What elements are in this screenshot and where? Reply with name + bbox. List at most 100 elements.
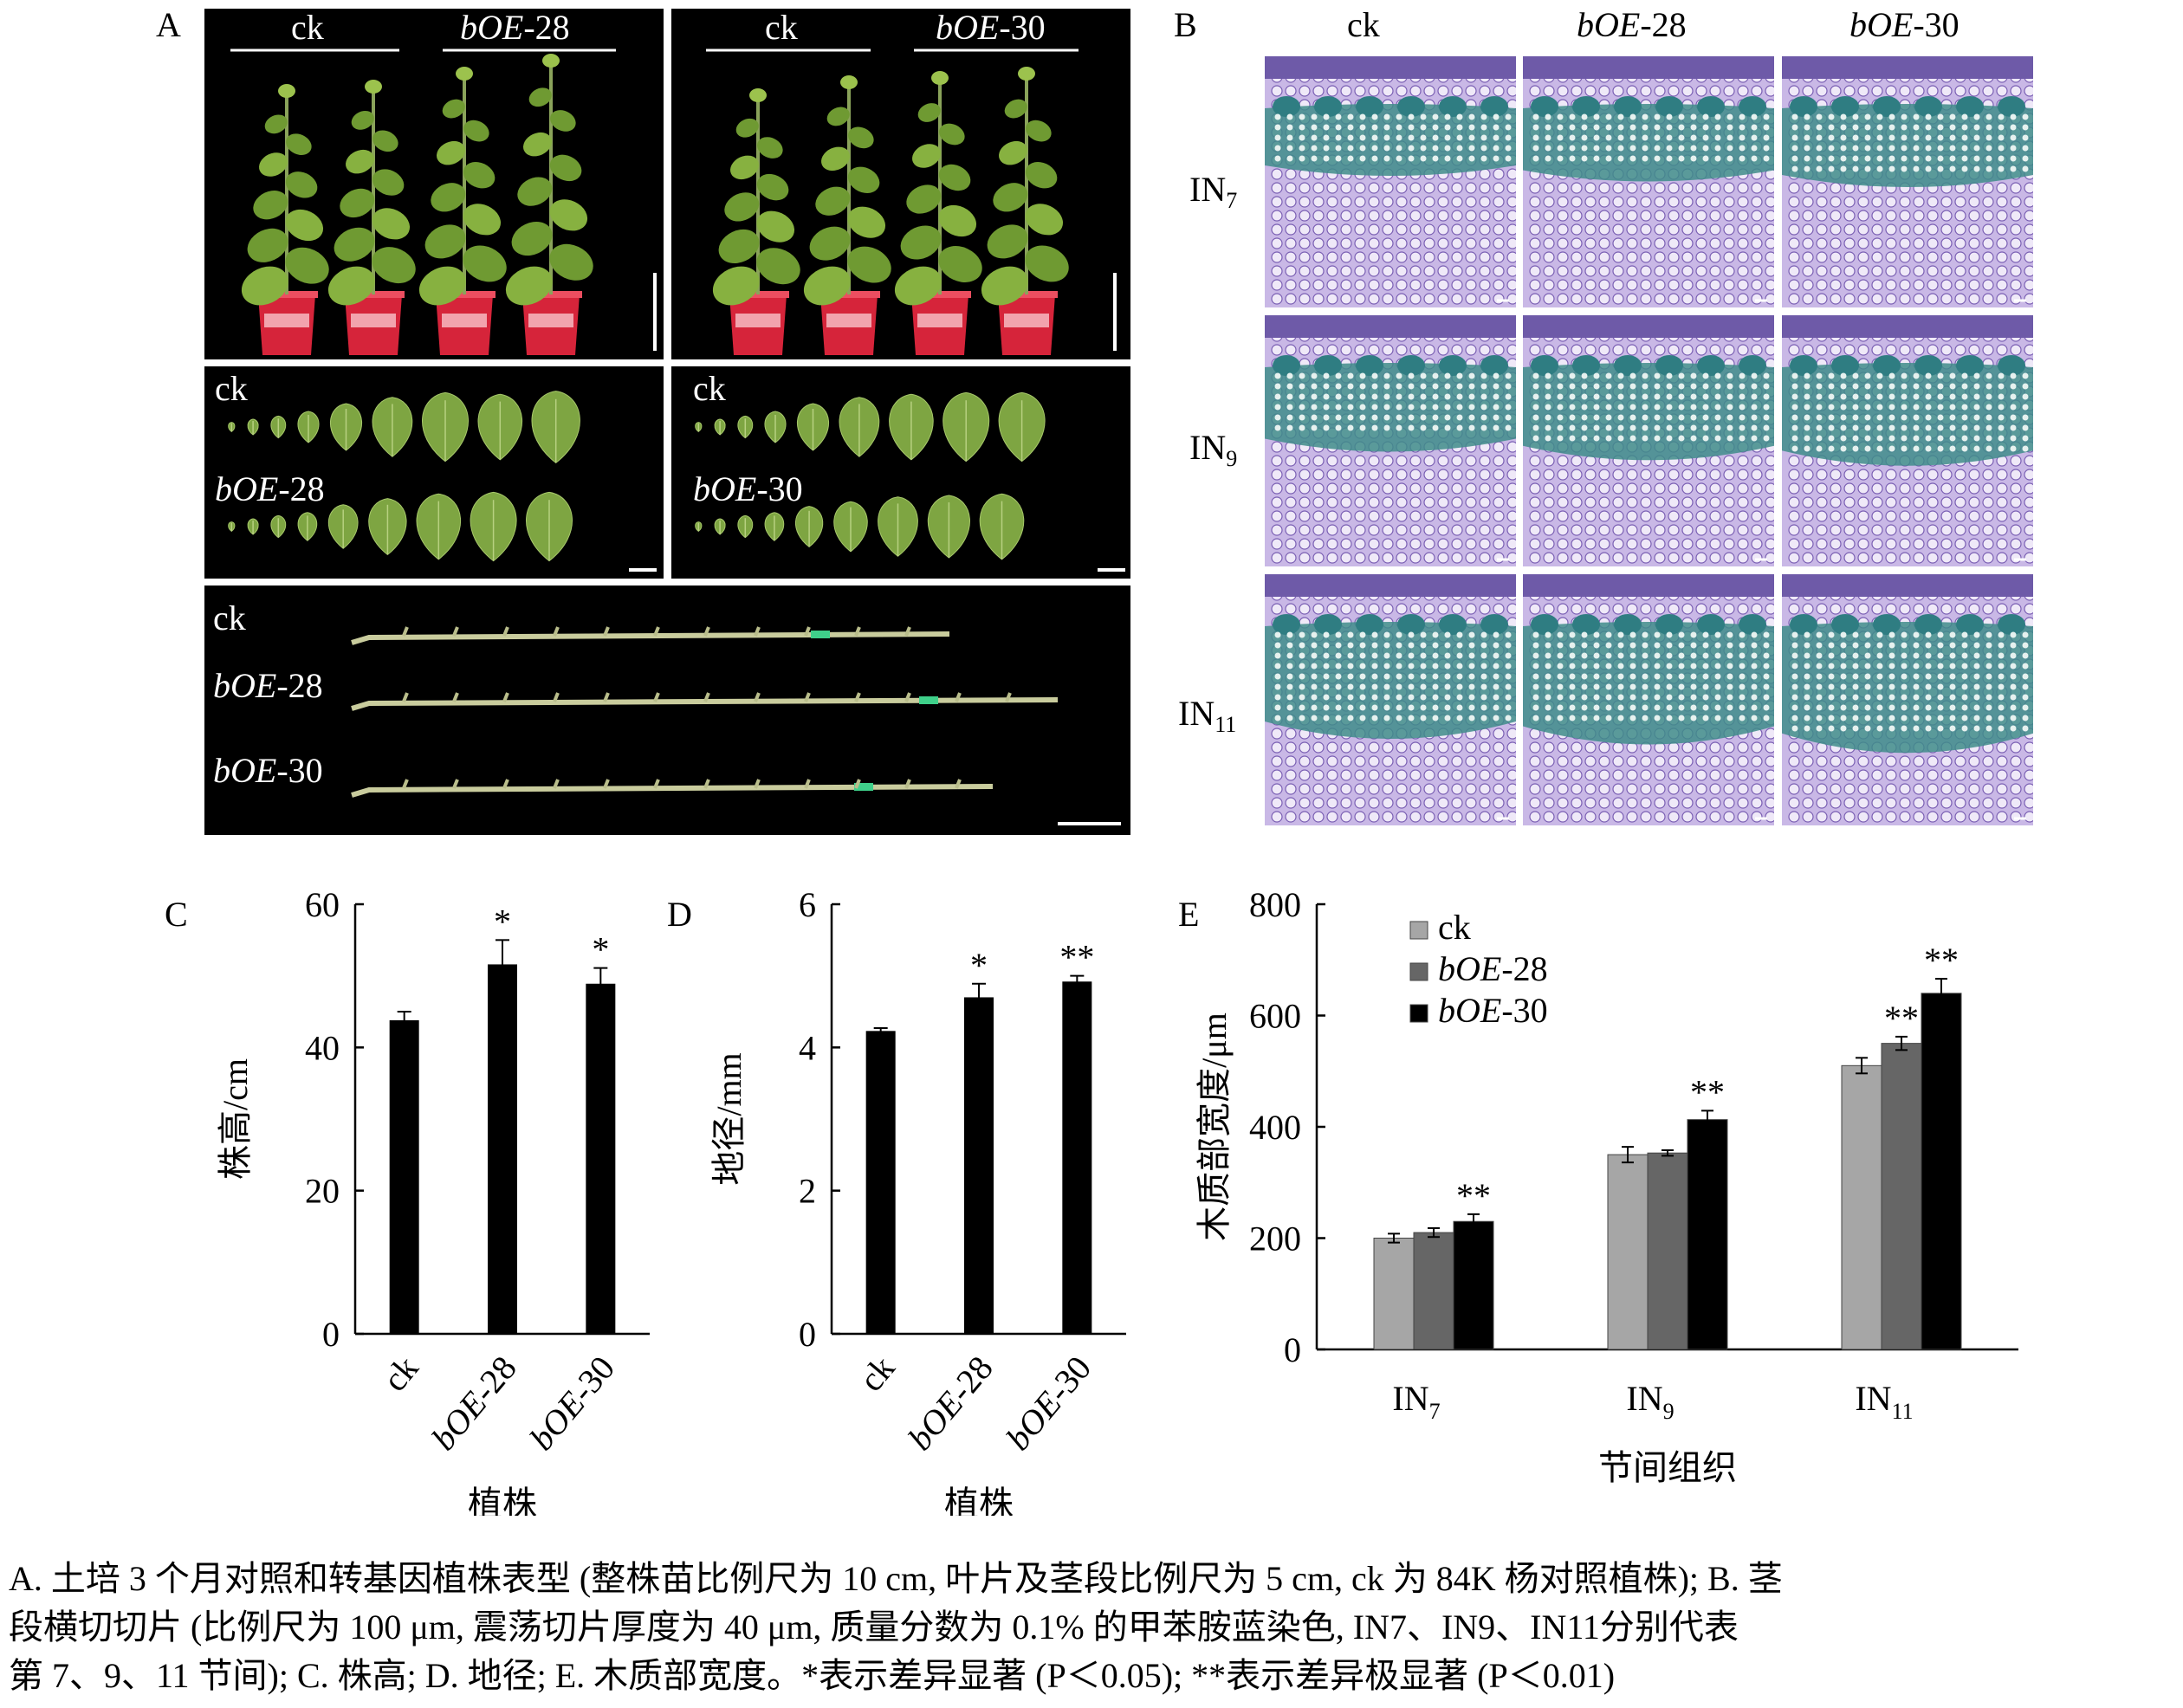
panel-label-a: A xyxy=(156,5,181,44)
y-tick-label: 40 xyxy=(305,1028,340,1067)
bar xyxy=(865,1031,896,1334)
chart-e: 0200400600800**IN7**IN9****IN11节间组织木质部宽度… xyxy=(1195,892,2018,1487)
histology-section-image xyxy=(1523,56,1774,307)
bar xyxy=(389,1019,419,1334)
x-tick-label: ck xyxy=(852,1349,903,1399)
significance-label: ** xyxy=(1690,1072,1725,1111)
x-tick-label: IN9 xyxy=(1626,1379,1674,1424)
x-tick-label: ck xyxy=(375,1349,426,1399)
bar xyxy=(1841,1064,1882,1350)
stem-segments-illustration xyxy=(351,626,1121,825)
histology-section-image xyxy=(1265,574,1516,825)
bar xyxy=(1607,1154,1649,1350)
x-tick-label: IN11 xyxy=(1855,1379,1913,1424)
plant-photo-left: ck bOE-28 xyxy=(204,9,664,359)
potted-plants-illustration xyxy=(230,49,657,355)
y-tick-label: 2 xyxy=(799,1172,816,1211)
y-tick-label: 800 xyxy=(1249,892,1301,924)
y-tick-label: 60 xyxy=(305,892,340,924)
leaf-label-ck: ck xyxy=(693,369,726,408)
histology-section-image xyxy=(1265,315,1516,566)
chart-c: 0 20 40 60 ck * bOE-28 * bOE-30 植株 株高/cm xyxy=(216,892,650,1516)
leaf-series-illustration xyxy=(695,391,1125,572)
histology-section-image xyxy=(1782,315,2033,566)
stem-cross-section-illustration xyxy=(1523,574,1774,825)
histology-row-3: IN11 xyxy=(1178,694,1237,737)
stem-cross-section-illustration xyxy=(1265,315,1516,566)
panel-label-c: C xyxy=(165,895,188,934)
x-axis-label: 植株 xyxy=(468,1485,537,1516)
leaf-photo-right: ck bOE-30 xyxy=(671,366,1130,579)
x-tick-label: bOE-28 xyxy=(900,1349,1001,1458)
bar xyxy=(488,964,517,1334)
y-axis-label: 株高/cm xyxy=(216,1058,255,1180)
stem-cross-section-illustration xyxy=(1782,56,2033,307)
y-tick-label: 400 xyxy=(1249,1108,1301,1147)
histology-section-image xyxy=(1523,315,1774,566)
legend-label: bOE-30 xyxy=(1438,991,1548,1030)
leaf-label-boe: bOE-28 xyxy=(215,469,325,508)
histology-section-image xyxy=(1782,56,2033,307)
legend-swatch xyxy=(1409,962,1428,981)
caption-line-3: 第 7、9、11 节间); C. 株高; D. 地径; E. 木质部宽度。*表示… xyxy=(9,1656,1616,1695)
leaf-label-boe: bOE-30 xyxy=(693,469,803,508)
plant-label-ck: ck xyxy=(765,9,798,47)
legend-swatch xyxy=(1409,1004,1428,1023)
plant-label-ck: ck xyxy=(291,9,324,47)
panel-label-d: D xyxy=(667,895,692,934)
plant-label-boe: bOE-30 xyxy=(936,9,1046,47)
bar xyxy=(964,997,994,1334)
panel-label-b: B xyxy=(1174,5,1197,44)
y-tick-label: 0 xyxy=(322,1315,340,1354)
significance-label: ** xyxy=(1924,941,1959,980)
significance-label: ** xyxy=(1456,1176,1491,1215)
panel-label-e: E xyxy=(1178,895,1200,934)
bar xyxy=(1881,1043,1922,1350)
histology-section-image xyxy=(1782,574,2033,825)
histology-section-image xyxy=(1265,56,1516,307)
stem-cross-section-illustration xyxy=(1523,56,1774,307)
y-axis-label: 木质部宽度/μm xyxy=(1195,1013,1234,1241)
caption-line-1: A. 土培 3 个月对照和转基因植株表型 (整株苗比例尺为 10 cm, 叶片及… xyxy=(9,1559,1783,1598)
x-tick-label: bOE-30 xyxy=(521,1349,622,1458)
y-axis-label: 地径/mm xyxy=(709,1052,748,1185)
significance-label: * xyxy=(494,902,511,941)
bar xyxy=(1687,1119,1728,1350)
legend-label: ck xyxy=(1438,908,1471,947)
stem-label-ck: ck xyxy=(213,598,246,637)
histology-column-1: ck xyxy=(1347,5,1380,44)
y-tick-label: 600 xyxy=(1249,997,1301,1036)
plant-label-boe: bOE-28 xyxy=(460,9,570,47)
legend-label: bOE-28 xyxy=(1438,949,1548,988)
stem-photo: ck bOE-28 bOE-30 xyxy=(204,586,1130,835)
y-tick-label: 4 xyxy=(799,1028,816,1067)
stem-cross-section-illustration xyxy=(1265,574,1516,825)
chart-d: 0 2 4 6 ck * bOE-28 ** bOE-30 植株 地径/mm xyxy=(709,892,1126,1516)
leaf-series-illustration xyxy=(228,391,657,572)
stem-cross-section-illustration xyxy=(1523,315,1774,566)
figure-caption: A. 土培 3 个月对照和转基因植株表型 (整株苗比例尺为 10 cm, 叶片及… xyxy=(9,1555,2174,1700)
significance-label: ** xyxy=(1884,999,1919,1038)
significance-label: * xyxy=(970,946,988,985)
histology-row-1: IN7 xyxy=(1189,170,1238,213)
stem-cross-section-illustration xyxy=(1782,315,2033,566)
bar xyxy=(1062,981,1092,1334)
y-tick-label: 0 xyxy=(1284,1330,1301,1369)
leaf-label-ck: ck xyxy=(215,369,248,408)
histology-section-image xyxy=(1523,574,1774,825)
significance-label: * xyxy=(592,930,609,969)
y-tick-label: 20 xyxy=(305,1172,340,1211)
x-axis-label: 植株 xyxy=(944,1485,1014,1516)
stem-cross-section-illustration xyxy=(1265,56,1516,307)
bar xyxy=(586,983,616,1334)
y-tick-label: 0 xyxy=(799,1315,816,1354)
x-tick-label: bOE-30 xyxy=(998,1349,1098,1458)
significance-label: ** xyxy=(1059,938,1094,977)
bar xyxy=(1647,1152,1688,1350)
legend-swatch xyxy=(1409,921,1428,940)
histology-column-3: bOE-30 xyxy=(1849,5,1960,44)
stem-label-boe30: bOE-30 xyxy=(213,751,323,790)
bar xyxy=(1921,993,1962,1350)
potted-plants-illustration xyxy=(706,49,1117,355)
leaf-photo-left: ck bOE-28 xyxy=(204,366,664,579)
